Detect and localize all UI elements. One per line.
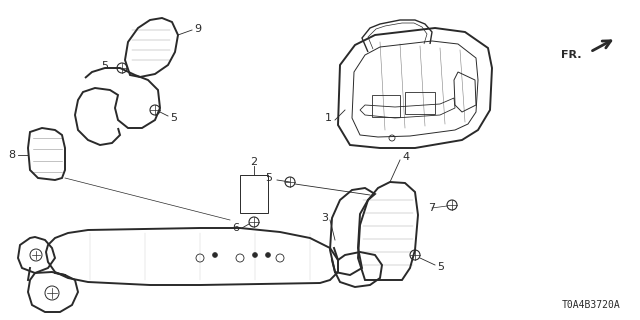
Circle shape <box>253 252 257 258</box>
Bar <box>372 95 400 117</box>
Circle shape <box>212 252 218 258</box>
Text: 5: 5 <box>170 113 177 123</box>
Text: 3: 3 <box>321 213 328 223</box>
Text: 9: 9 <box>194 24 201 34</box>
Text: 5: 5 <box>437 262 444 272</box>
Circle shape <box>266 252 271 258</box>
Bar <box>405 92 435 114</box>
Text: 6: 6 <box>232 223 239 233</box>
Text: FR.: FR. <box>561 50 582 60</box>
Text: T0A4B3720A: T0A4B3720A <box>561 300 620 310</box>
Text: 1: 1 <box>325 113 332 123</box>
Text: 8: 8 <box>8 150 15 160</box>
Text: 7: 7 <box>428 203 435 213</box>
Text: 2: 2 <box>250 157 257 167</box>
Text: 5: 5 <box>101 61 108 71</box>
Text: 4: 4 <box>402 152 409 162</box>
Bar <box>240 175 268 213</box>
Text: 5: 5 <box>265 173 272 183</box>
